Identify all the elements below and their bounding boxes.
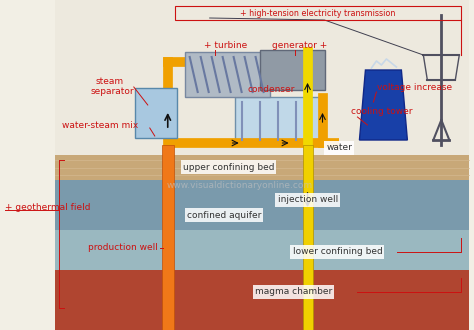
Bar <box>302 145 312 330</box>
Bar <box>235 97 322 145</box>
Text: + geothermal field: + geothermal field <box>5 204 91 213</box>
Bar <box>135 88 177 138</box>
Text: water-steam mix: water-steam mix <box>62 120 138 129</box>
Text: lower confining bed: lower confining bed <box>292 248 383 256</box>
Text: confined aquifer: confined aquifer <box>187 211 261 219</box>
Polygon shape <box>359 70 407 140</box>
Bar <box>175 6 461 20</box>
Bar <box>55 0 469 155</box>
Text: production well: production well <box>88 244 158 252</box>
Text: magma chamber: magma chamber <box>255 287 332 296</box>
Text: water: water <box>327 144 352 152</box>
Text: www.visualdictionaryonline.com: www.visualdictionaryonline.com <box>166 181 313 189</box>
Bar <box>260 50 325 90</box>
Bar <box>55 155 469 180</box>
Text: generator +: generator + <box>272 41 327 49</box>
Bar <box>55 180 469 230</box>
Text: condenser: condenser <box>247 85 295 94</box>
Text: injection well: injection well <box>278 195 338 205</box>
Text: voltage increase: voltage increase <box>377 83 453 92</box>
Text: + turbine: + turbine <box>204 41 247 49</box>
Text: steam: steam <box>96 78 124 86</box>
Bar <box>162 145 174 330</box>
Bar <box>185 52 270 97</box>
Bar <box>55 230 469 270</box>
Text: upper confining bed: upper confining bed <box>182 162 274 172</box>
Text: cooling tower: cooling tower <box>351 108 413 116</box>
Bar <box>55 270 469 330</box>
Text: separator: separator <box>91 86 135 95</box>
Text: + high-tension electricity transmission: + high-tension electricity transmission <box>240 9 395 17</box>
